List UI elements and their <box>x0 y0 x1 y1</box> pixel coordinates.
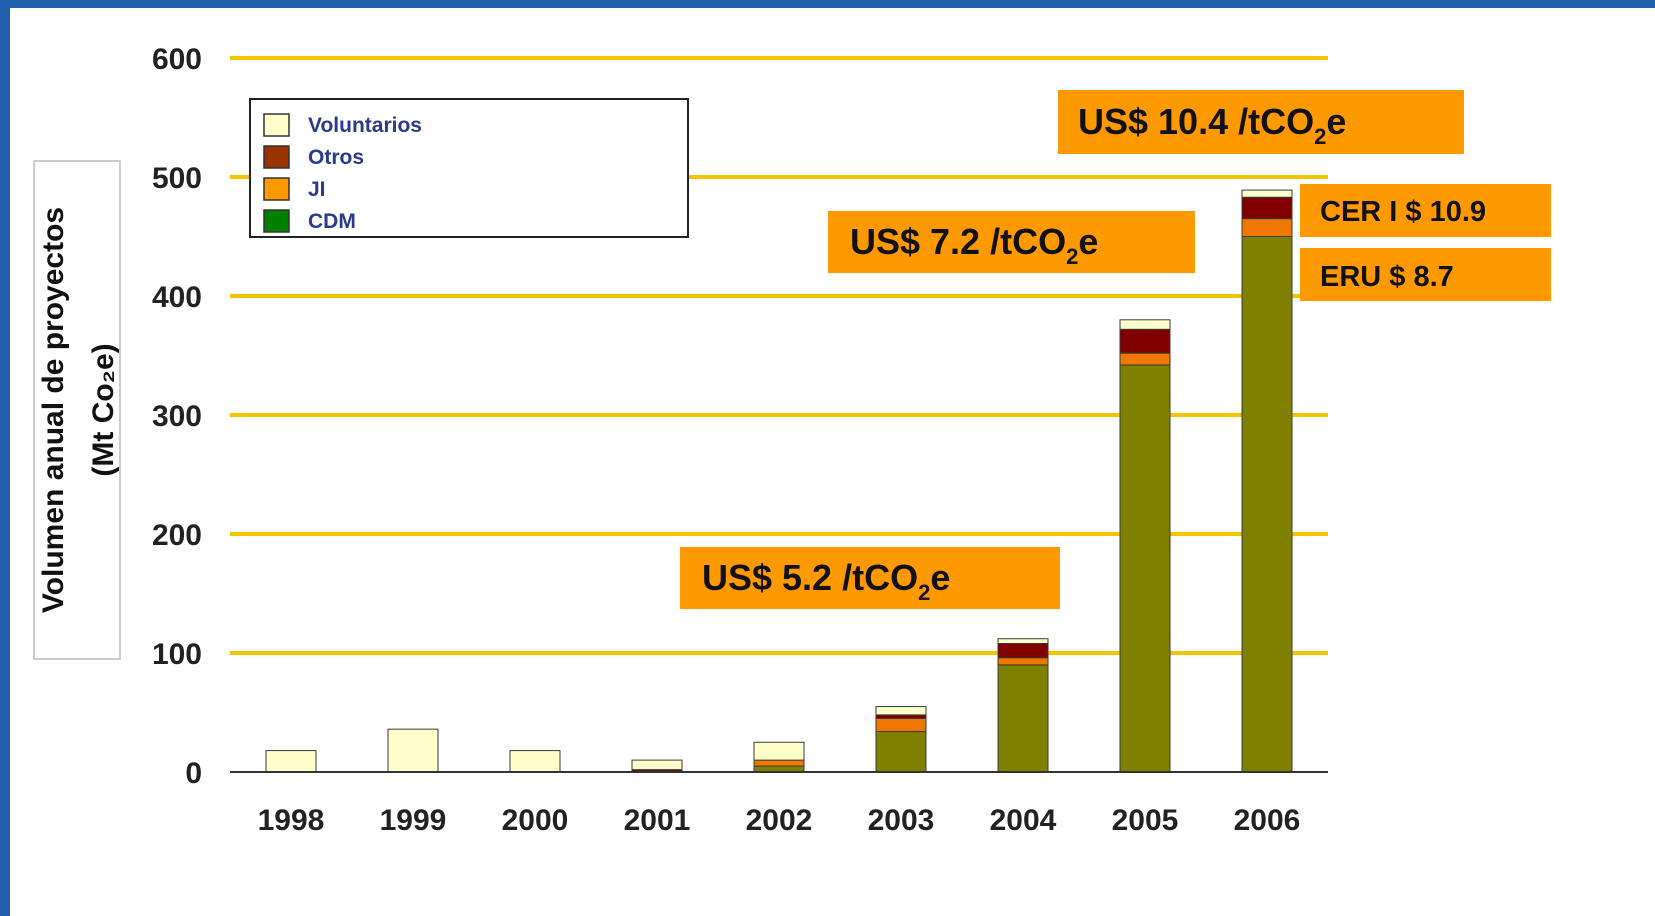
bar-segment-ji <box>754 760 804 766</box>
annotation-text-suffix: e <box>930 557 950 598</box>
y-axis-title: Volumen anual de proyectos (Mt Co₂e) <box>34 161 120 659</box>
bar-segment-otros <box>876 715 926 719</box>
legend-swatch-cdm <box>264 210 289 232</box>
y-tick-label: 600 <box>152 43 202 76</box>
legend-label-ji: JI <box>308 178 326 201</box>
bar-segment-ji <box>876 718 926 731</box>
bar-segment-voluntarios <box>1242 190 1292 197</box>
annotation-cer: CER I $ 10.9 <box>1300 184 1551 237</box>
bar-stack-1998 <box>266 751 316 772</box>
bar-segment-otros <box>998 643 1048 657</box>
legend-swatch-voluntarios <box>264 114 289 136</box>
bar-chart: 0 100 200 300 400 500 600 1998 1999 2000 2001 2002… <box>10 8 1655 916</box>
bar-segment-cdm <box>876 732 926 772</box>
bar-segment-cdm <box>1120 365 1170 772</box>
bar-segment-ji <box>1120 353 1170 365</box>
bar-stack-2002 <box>754 742 804 772</box>
annotation-price-2005: US$ 7.2 /tCO2e <box>828 211 1195 273</box>
legend-label-otros: Otros <box>308 146 364 169</box>
legend-label-cdm: CDM <box>308 210 356 233</box>
legend-swatch-otros <box>264 146 289 168</box>
y-axis-title-line1: Volumen anual de proyectos <box>37 207 70 613</box>
y-tick-label: 400 <box>152 281 202 314</box>
x-tick-label: 2001 <box>624 804 691 837</box>
bar-segment-voluntarios <box>754 742 804 760</box>
bar-stack-1999 <box>388 729 438 772</box>
legend-swatch-ji <box>264 178 289 200</box>
y-tick-label: 300 <box>152 400 202 433</box>
y-tick-label: 500 <box>152 162 202 195</box>
y-tick-label: 100 <box>152 638 202 671</box>
annotation-text: US$ 10.4 /tCO2e <box>1078 101 1346 149</box>
bar-segment-voluntarios <box>266 751 316 772</box>
bar-segment-voluntarios <box>998 639 1048 644</box>
slide: 0 100 200 300 400 500 600 1998 1999 2000 2001 2002… <box>10 8 1655 916</box>
annotation-text-main: CER I $ 10.9 <box>1320 196 1486 228</box>
bar-stack-2005 <box>1120 320 1170 772</box>
x-tick-label: 1998 <box>258 804 325 837</box>
legend-label-voluntarios: Voluntarios <box>308 114 422 137</box>
x-tick-label: 2002 <box>746 804 813 837</box>
bar-stack-2006 <box>1242 190 1292 772</box>
annotation-text-subscript: 2 <box>918 580 930 605</box>
bar-segment-voluntarios <box>510 751 560 772</box>
x-tick-label: 2005 <box>1112 804 1179 837</box>
annotation-text-main: US$ 10.4 /tCO <box>1078 101 1314 142</box>
annotation-text: CER I $ 10.9 <box>1320 196 1486 228</box>
annotation-text-suffix: e <box>1078 221 1098 262</box>
annotation-price-2006: US$ 10.4 /tCO2e <box>1058 90 1464 154</box>
bar-stack-2001 <box>632 760 682 772</box>
y-axis-title-line2: (Mt Co₂e) <box>87 343 120 476</box>
bar-segment-voluntarios <box>876 707 926 715</box>
annotation-price-2003: US$ 5.2 /tCO2e <box>680 547 1060 609</box>
bar-segment-cdm <box>998 665 1048 772</box>
bar-segment-voluntarios <box>388 729 438 772</box>
annotation-text: US$ 5.2 /tCO2e <box>702 557 950 605</box>
annotation-text-main: US$ 5.2 /tCO <box>702 557 918 598</box>
bar-segment-otros <box>1120 329 1170 353</box>
x-axis-ticks: 1998 1999 2000 2001 2002 2003 2004 2005 2006 <box>258 804 1301 837</box>
annotation-text-subscript: 2 <box>1314 124 1326 149</box>
bar-segment-cdm <box>1242 237 1292 773</box>
y-tick-label: 0 <box>185 757 202 790</box>
x-tick-label: 2006 <box>1234 804 1301 837</box>
annotation-text-subscript: 2 <box>1066 244 1078 269</box>
y-tick-label: 200 <box>152 519 202 552</box>
bar-segment-ji <box>1242 219 1292 237</box>
bar-segment-ji <box>998 658 1048 665</box>
annotation-text: US$ 7.2 /tCO2e <box>850 221 1098 269</box>
x-tick-label: 2003 <box>868 804 935 837</box>
x-tick-label: 1999 <box>380 804 447 837</box>
annotation-eru: ERU $ 8.7 <box>1300 248 1551 301</box>
y-axis-ticks: 0 100 200 300 400 500 600 <box>152 43 202 790</box>
bars <box>266 190 1292 772</box>
bar-stack-2000 <box>510 751 560 772</box>
annotation-text-main: US$ 7.2 /tCO <box>850 221 1066 262</box>
bar-stack-2004 <box>998 639 1048 772</box>
annotation-text: ERU $ 8.7 <box>1320 261 1454 293</box>
bar-segment-voluntarios <box>1120 320 1170 330</box>
x-tick-label: 2004 <box>990 804 1057 837</box>
bar-stack-2003 <box>876 707 926 772</box>
bar-segment-otros <box>1242 197 1292 218</box>
annotation-text-suffix: e <box>1326 101 1346 142</box>
annotation-text-main: ERU $ 8.7 <box>1320 261 1454 293</box>
legend: Voluntarios Otros JI CDM <box>250 99 688 237</box>
bar-segment-voluntarios <box>632 760 682 770</box>
x-tick-label: 2000 <box>502 804 569 837</box>
